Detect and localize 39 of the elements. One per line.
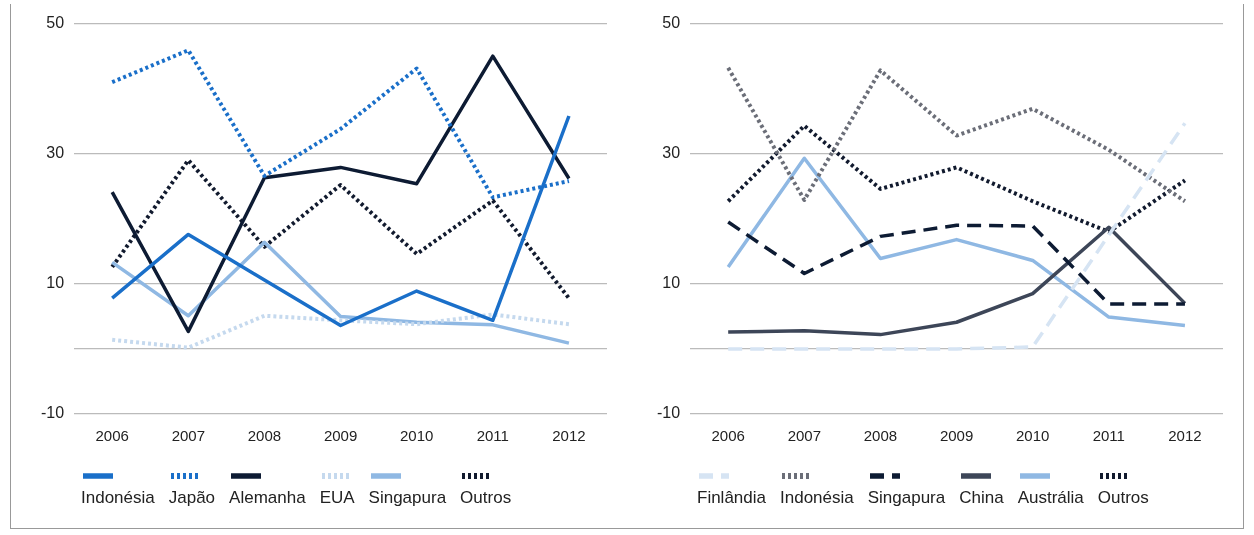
y-tick-label: 30 [662,144,681,162]
legend-label: Alemanha [229,488,306,508]
legend-label: Outros [460,488,512,508]
x-tick-label: 2011 [1092,427,1125,445]
x-tick-label: 2006 [711,427,745,445]
legend-label: Indonésia [780,488,854,508]
line-series [726,123,1187,234]
x-tick-label: 2011 [476,427,509,445]
x-tick-label: 2009 [323,427,358,445]
y-tick-label: -10 [41,404,65,422]
legend-label: Singapura [368,488,447,508]
x-tick-label: 2007 [171,427,205,445]
x-tick-label: 2008 [247,427,282,445]
line-series [726,220,1187,306]
x-tick-label: 2010 [1016,427,1050,445]
legend-label: EUA [319,488,355,508]
legend-label: Japão [168,488,216,508]
legend-label: China [959,488,1004,508]
x-tick-label: 2009 [939,427,974,445]
y-tick-label: 50 [662,14,681,32]
y-tick-label: 30 [46,144,65,162]
line-series [110,312,571,350]
x-tick-label: 2012 [552,427,586,445]
x-tick-label: 2007 [787,427,821,445]
y-tick-label: 50 [46,14,65,32]
legend-label: Austrália [1017,488,1084,508]
line-series [726,65,1187,204]
legend-label: Indonésia [81,488,155,508]
legend-label: Finlândia [697,488,766,508]
legend-label: Outros [1097,488,1149,508]
legend-label: Singapura [867,488,946,508]
x-tick-label: 2010 [400,427,434,445]
y-tick-label: 10 [46,274,65,292]
x-tick-label: 2012 [1168,427,1202,445]
y-tick-label: -10 [657,404,681,422]
line-series [726,121,1187,351]
y-tick-label: 10 [662,274,681,292]
x-tick-label: 2006 [95,427,129,445]
x-tick-label: 2008 [863,427,898,445]
